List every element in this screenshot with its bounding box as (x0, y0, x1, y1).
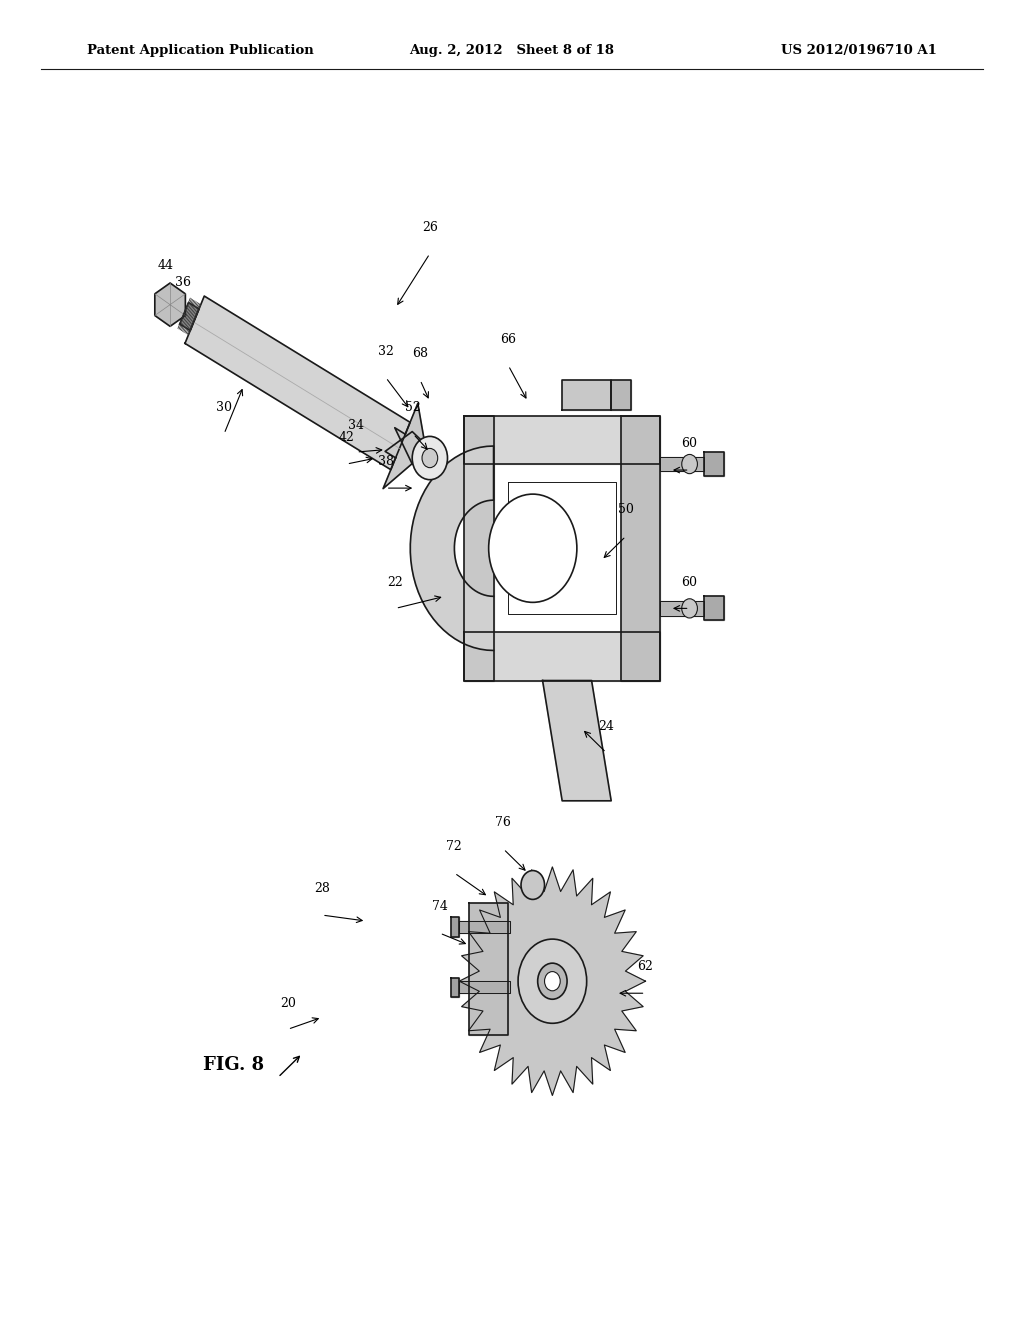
Polygon shape (660, 457, 705, 471)
Text: 32: 32 (378, 345, 393, 358)
Polygon shape (383, 432, 430, 488)
Polygon shape (469, 903, 508, 1035)
Text: Aug. 2, 2012   Sheet 8 of 18: Aug. 2, 2012 Sheet 8 of 18 (410, 44, 614, 57)
Text: 68: 68 (412, 347, 428, 360)
Text: 60: 60 (682, 437, 697, 450)
Polygon shape (395, 404, 430, 473)
Text: 38: 38 (378, 455, 394, 469)
Text: 52: 52 (406, 401, 421, 414)
Text: 34: 34 (348, 420, 365, 432)
Polygon shape (452, 917, 460, 937)
Polygon shape (705, 451, 724, 477)
Polygon shape (508, 539, 532, 558)
Text: 76: 76 (496, 816, 511, 829)
Polygon shape (185, 296, 410, 470)
Polygon shape (155, 282, 185, 326)
Ellipse shape (682, 454, 697, 474)
Text: 66: 66 (501, 333, 516, 346)
Text: 74: 74 (432, 900, 447, 913)
Text: FIG. 8: FIG. 8 (204, 1056, 264, 1074)
Text: 62: 62 (638, 961, 653, 973)
Polygon shape (411, 446, 494, 651)
Text: 72: 72 (446, 840, 462, 853)
Polygon shape (705, 597, 724, 620)
Ellipse shape (545, 972, 560, 991)
Ellipse shape (518, 939, 587, 1023)
Text: 50: 50 (617, 503, 634, 516)
Text: 24: 24 (598, 719, 614, 733)
Polygon shape (464, 416, 494, 681)
Polygon shape (621, 416, 660, 681)
Text: Patent Application Publication: Patent Application Publication (87, 44, 313, 57)
Polygon shape (660, 601, 705, 615)
Ellipse shape (413, 437, 447, 479)
Text: US 2012/0196710 A1: US 2012/0196710 A1 (781, 44, 937, 57)
Ellipse shape (538, 964, 567, 999)
Polygon shape (562, 380, 611, 411)
Text: 60: 60 (682, 576, 697, 589)
Polygon shape (452, 978, 460, 997)
Ellipse shape (521, 871, 545, 899)
Text: 44: 44 (158, 260, 174, 272)
Polygon shape (460, 921, 510, 933)
Text: 30: 30 (216, 401, 232, 414)
Text: 36: 36 (175, 276, 191, 289)
Text: 42: 42 (339, 432, 354, 445)
Polygon shape (464, 416, 660, 465)
Ellipse shape (682, 599, 697, 618)
Polygon shape (543, 681, 611, 801)
Text: 28: 28 (314, 882, 330, 895)
Ellipse shape (488, 494, 577, 602)
Polygon shape (460, 981, 510, 993)
Polygon shape (180, 302, 199, 330)
Text: 26: 26 (422, 220, 438, 234)
Text: 22: 22 (388, 576, 403, 589)
Ellipse shape (422, 449, 437, 467)
Polygon shape (611, 380, 631, 411)
Polygon shape (460, 867, 645, 1096)
Text: 20: 20 (280, 997, 296, 1010)
Polygon shape (464, 632, 660, 681)
